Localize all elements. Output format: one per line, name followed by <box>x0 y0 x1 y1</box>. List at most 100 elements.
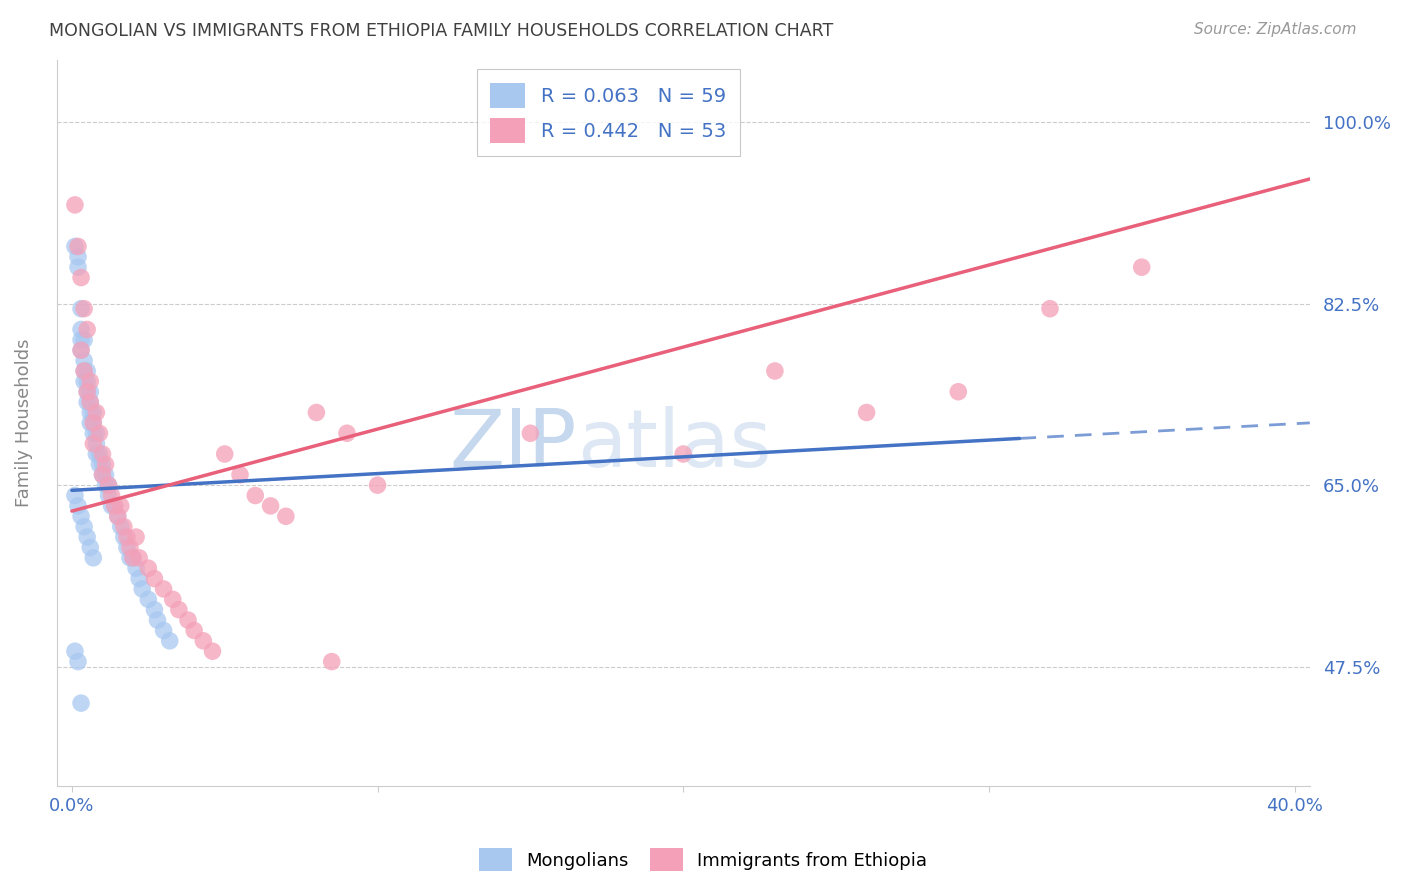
Point <box>97 478 120 492</box>
Point <box>229 467 252 482</box>
Point <box>76 322 98 336</box>
Point <box>118 541 141 555</box>
Legend: Mongolians, Immigrants from Ethiopia: Mongolians, Immigrants from Ethiopia <box>472 841 934 879</box>
Point <box>162 592 184 607</box>
Point <box>274 509 297 524</box>
Point <box>89 426 111 441</box>
Legend: R = 0.063   N = 59, R = 0.442   N = 53: R = 0.063 N = 59, R = 0.442 N = 53 <box>477 70 740 156</box>
Point <box>763 364 786 378</box>
Point <box>86 447 108 461</box>
Point <box>76 395 98 409</box>
Point <box>79 395 101 409</box>
Point <box>79 375 101 389</box>
Point <box>94 467 117 482</box>
Point <box>82 416 104 430</box>
Point <box>73 301 96 316</box>
Point <box>89 447 111 461</box>
Point <box>855 405 877 419</box>
Point <box>70 322 93 336</box>
Point <box>70 333 93 347</box>
Point <box>91 467 114 482</box>
Point <box>122 550 145 565</box>
Point <box>73 364 96 378</box>
Point <box>70 301 93 316</box>
Point <box>79 541 101 555</box>
Point <box>259 499 281 513</box>
Point <box>79 416 101 430</box>
Point <box>159 633 181 648</box>
Point <box>76 384 98 399</box>
Point <box>107 509 129 524</box>
Point <box>91 467 114 482</box>
Point <box>1039 301 1062 316</box>
Point <box>97 489 120 503</box>
Point <box>94 458 117 472</box>
Point <box>66 260 89 275</box>
Point <box>79 395 101 409</box>
Point <box>76 364 98 378</box>
Point <box>73 519 96 533</box>
Point <box>321 655 343 669</box>
Point <box>125 561 148 575</box>
Point <box>70 696 93 710</box>
Point <box>136 592 159 607</box>
Point <box>110 499 132 513</box>
Point <box>82 436 104 450</box>
Point <box>66 655 89 669</box>
Point <box>183 624 205 638</box>
Point <box>125 530 148 544</box>
Point <box>66 250 89 264</box>
Point <box>107 509 129 524</box>
Point <box>91 447 114 461</box>
Point <box>82 550 104 565</box>
Point <box>73 364 96 378</box>
Point <box>146 613 169 627</box>
Point <box>76 384 98 399</box>
Point <box>519 426 541 441</box>
Text: Source: ZipAtlas.com: Source: ZipAtlas.com <box>1194 22 1357 37</box>
Point <box>245 489 267 503</box>
Point <box>94 478 117 492</box>
Point <box>100 499 122 513</box>
Point <box>63 644 86 658</box>
Point <box>128 550 150 565</box>
Point <box>82 405 104 419</box>
Point <box>948 384 970 399</box>
Point <box>177 613 200 627</box>
Point <box>143 572 166 586</box>
Point <box>152 582 174 596</box>
Point <box>82 426 104 441</box>
Point <box>76 375 98 389</box>
Text: ZIP: ZIP <box>450 406 576 483</box>
Point <box>131 582 153 596</box>
Point <box>73 375 96 389</box>
Y-axis label: Family Households: Family Households <box>15 339 32 508</box>
Point <box>122 550 145 565</box>
Point <box>1130 260 1153 275</box>
Point <box>63 239 86 253</box>
Point <box>167 603 190 617</box>
Point <box>201 644 224 658</box>
Point <box>100 489 122 503</box>
Point <box>70 509 93 524</box>
Point <box>112 530 135 544</box>
Text: atlas: atlas <box>576 406 770 483</box>
Point <box>66 499 89 513</box>
Point <box>86 405 108 419</box>
Point <box>193 633 215 648</box>
Point <box>76 530 98 544</box>
Point <box>152 624 174 638</box>
Point <box>86 436 108 450</box>
Point <box>128 572 150 586</box>
Point <box>112 519 135 533</box>
Point <box>70 270 93 285</box>
Text: MONGOLIAN VS IMMIGRANTS FROM ETHIOPIA FAMILY HOUSEHOLDS CORRELATION CHART: MONGOLIAN VS IMMIGRANTS FROM ETHIOPIA FA… <box>49 22 834 40</box>
Point <box>110 519 132 533</box>
Point <box>214 447 236 461</box>
Point <box>672 447 695 461</box>
Point <box>104 499 127 513</box>
Point <box>73 333 96 347</box>
Point <box>115 530 138 544</box>
Point <box>104 499 127 513</box>
Point <box>89 458 111 472</box>
